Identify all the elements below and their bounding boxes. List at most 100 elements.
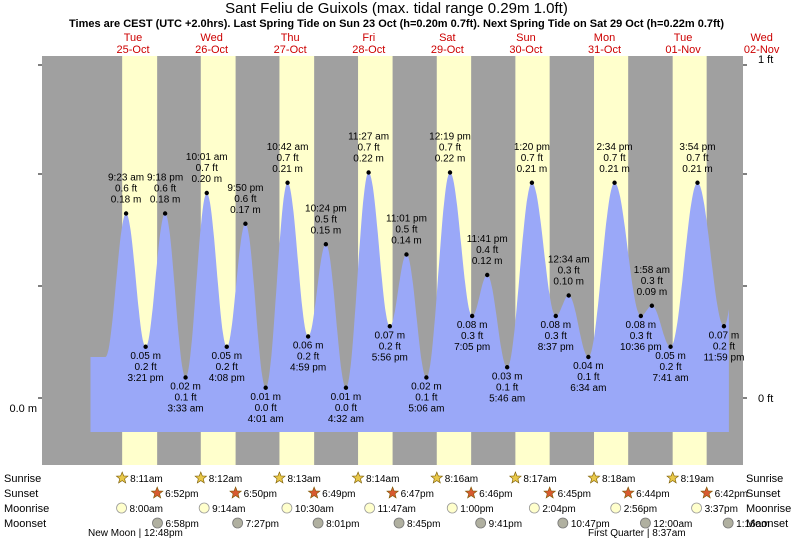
tide-point-marker [162, 211, 168, 216]
tide-point-marker [649, 303, 655, 308]
tide-height-ft: 0.2 ft [379, 341, 401, 352]
sunrise-time: 8:18am [602, 474, 635, 485]
tide-extremum: 11:41 pm0.4 ft0.12 m [467, 234, 508, 278]
astro-row-label-right: Sunrise [746, 473, 783, 485]
day-of-week: Mon [594, 32, 615, 44]
tide-time-label: 1:20 pm [514, 142, 550, 153]
day-of-week: Fri [362, 32, 375, 44]
day-date: 25-Oct [117, 44, 150, 56]
tide-height-m: 0.12 m [472, 256, 503, 267]
tide-height-m: 0.02 m [170, 382, 201, 393]
moonset-time: 8:45pm [407, 519, 440, 530]
moonrise-time: 10:30am [295, 504, 334, 515]
sunrise-time: 8:12am [209, 474, 242, 485]
tide-height-m: 0.05 m [211, 351, 242, 362]
sunrise-icon [587, 471, 601, 484]
sunset-time: 6:52pm [165, 489, 198, 500]
moonrise-time: 1:00pm [460, 504, 493, 515]
moonset-time: 1:16am [736, 519, 769, 530]
tide-time-label: 10:42 am [267, 142, 309, 153]
tide-point-marker [668, 344, 673, 349]
chart-subtitle: Times are CEST (UTC +2.0hrs). Last Sprin… [69, 18, 724, 30]
tide-height-ft: 0.2 ft [659, 362, 681, 373]
tide-time-label: 7:41 am [653, 373, 689, 384]
sunrise-time: 8:19am [681, 474, 714, 485]
tide-height-m: 0.10 m [553, 277, 584, 288]
tide-time-label: 3:21 pm [128, 373, 164, 384]
tide-point-marker [224, 344, 229, 349]
moonset-time: 10:47pm [571, 519, 610, 530]
day-of-week: Sun [516, 32, 536, 44]
tide-height-ft: 0.1 ft [496, 382, 518, 393]
tide-time-label: 10:24 pm [305, 203, 347, 214]
sunset-icon [386, 486, 400, 499]
tide-height-m: 0.05 m [130, 351, 161, 362]
moonrise-icon [528, 502, 540, 514]
tide-height-ft: 0.4 ft [476, 245, 498, 256]
tide-point-marker [123, 211, 129, 216]
y-axis-label-right: 1 ft [758, 54, 773, 66]
moonset-icon [312, 517, 324, 529]
tide-height-ft: 0.3 ft [641, 276, 663, 287]
tide-extremum: 0.08 m0.3 ft7:05 pm [454, 313, 490, 353]
moonrise-time: 2:56pm [624, 504, 657, 515]
sunset-icon [150, 486, 164, 499]
tide-point-marker [387, 324, 393, 329]
tide-time-label: 10:01 am [186, 152, 228, 163]
tide-point-marker [243, 221, 248, 226]
tide-height-ft: 0.2 ft [216, 362, 238, 373]
tide-extremum: 10:01 am0.7 ft0.20 m [186, 152, 228, 196]
tide-extremum: 0.05 m0.2 ft3:21 pm [128, 344, 164, 384]
sunrise-time: 8:16am [445, 474, 478, 485]
tide-height-ft: 0.5 ft [395, 225, 417, 236]
tide-extremum: 10:42 am0.7 ft0.21 m [267, 142, 309, 185]
tide-extremum: 0.05 m0.2 ft4:08 pm [209, 344, 245, 384]
tide-height-ft: 0.7 ft [603, 153, 625, 164]
tide-height-ft: 0.2 ft [135, 362, 157, 373]
tide-point-marker [485, 272, 490, 278]
moonrise-icon [281, 502, 293, 514]
tide-height-m: 0.18 m [150, 195, 181, 206]
sunset-icon [543, 486, 557, 499]
sunrise-time: 8:17am [523, 474, 556, 485]
day-of-week: Wed [200, 32, 222, 44]
day-date: 28-Oct [352, 44, 385, 56]
tide-height-m: 0.21 m [272, 164, 303, 175]
tide-point-marker [566, 293, 571, 298]
day-of-week: Tue [674, 32, 693, 44]
tide-height-m: 0.02 m [411, 382, 442, 393]
tide-time-label: 11:01 pm [386, 214, 427, 225]
tide-point-marker [183, 375, 188, 380]
tide-height-m: 0.07 m [375, 330, 406, 341]
moonset-icon [475, 517, 487, 529]
astro-row-label-right: Moonrise [746, 503, 791, 515]
tide-extremum: 1:20 pm0.7 ft0.21 m [514, 142, 550, 185]
tide-height-m: 0.21 m [599, 164, 630, 175]
moonset-icon [640, 517, 651, 529]
day-of-week: Thu [281, 32, 300, 44]
day-date: 30-Oct [509, 44, 542, 56]
sunset-time: 6:47pm [401, 489, 434, 500]
tide-time-label: 9:50 pm [227, 183, 263, 194]
day-of-week: Sat [439, 32, 456, 44]
day-date: 01-Nov [665, 44, 701, 56]
moonrise-time: 2:04pm [542, 504, 575, 515]
tide-height-ft: 0.1 ft [415, 393, 437, 404]
moonset-time: 9:41pm [489, 519, 522, 530]
tide-time-label: 4:01 am [248, 414, 284, 425]
tide-height-ft: 0.7 ft [357, 143, 379, 154]
tide-time-label: 5:06 am [408, 404, 444, 415]
tide-area [90, 172, 729, 432]
moon-phase-new: New Moon | 12:48pm [88, 528, 183, 539]
sunset-time: 6:45pm [558, 489, 591, 500]
tide-height-ft: 0.1 ft [174, 393, 196, 404]
astro-row-label-left: Moonrise [4, 503, 49, 515]
moonset-icon [232, 517, 244, 529]
day-date: 27-Oct [274, 44, 307, 56]
tide-extremum: 2:34 pm0.7 ft0.21 m [596, 142, 633, 185]
tide-time-label: 4:59 pm [290, 363, 326, 374]
tide-height-m: 0.01 m [250, 392, 281, 403]
